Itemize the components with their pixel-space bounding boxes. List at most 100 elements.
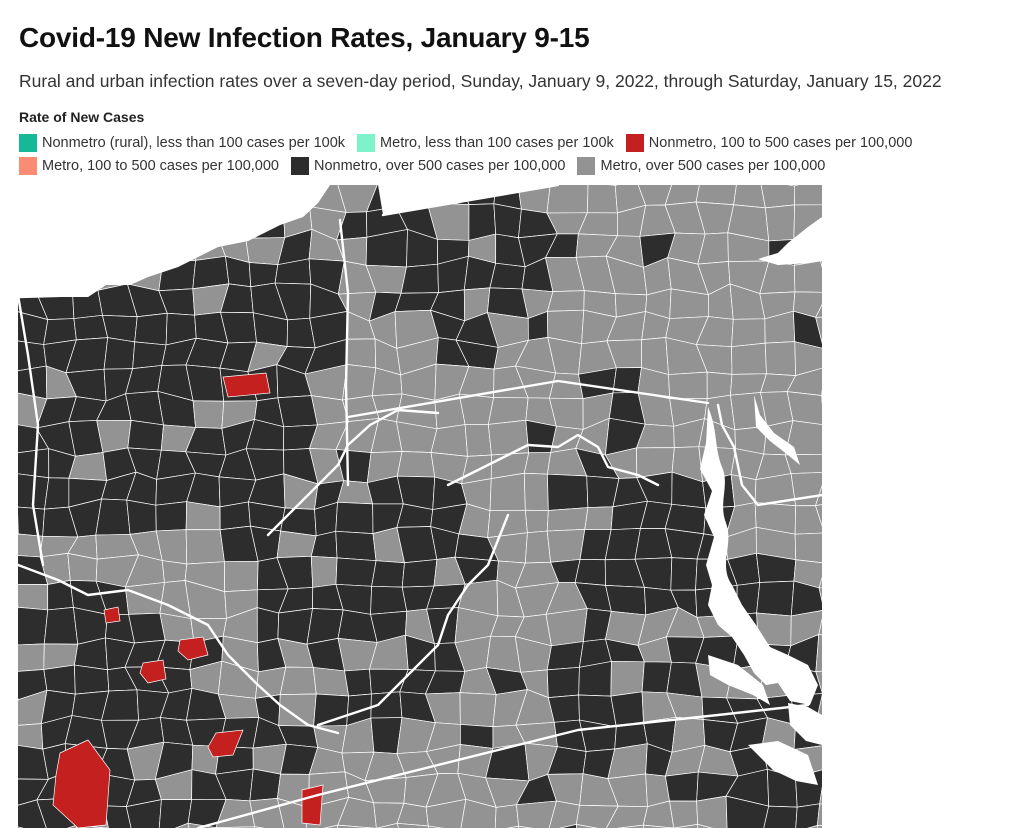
county-cell-386[interactable] — [664, 528, 705, 560]
county-cell-661[interactable] — [516, 800, 557, 828]
county-cell-445[interactable] — [756, 580, 795, 617]
red-county-6[interactable] — [301, 784, 324, 826]
county-cell-194[interactable] — [794, 341, 822, 376]
county-cell-130[interactable] — [547, 290, 585, 312]
county-cell-144[interactable] — [134, 312, 168, 346]
county-cell-669[interactable] — [762, 805, 798, 828]
county-cell-363[interactable] — [815, 498, 822, 534]
county-cell-466[interactable] — [545, 608, 588, 647]
county-cell-404[interactable] — [371, 560, 405, 588]
county-cell-457[interactable] — [277, 608, 313, 645]
county-cell-449[interactable] — [43, 607, 79, 645]
county-cell-663[interactable] — [575, 804, 619, 828]
county-cell-440[interactable] — [605, 584, 647, 616]
county-cell-399[interactable] — [224, 560, 259, 592]
county-cell-390[interactable] — [794, 532, 822, 564]
county-cell-655[interactable] — [337, 797, 377, 828]
county-cell-560[interactable] — [18, 723, 44, 750]
county-cell-23[interactable] — [695, 185, 739, 206]
county-cell-690[interactable] — [548, 824, 580, 828]
county-cell-684[interactable] — [376, 822, 408, 828]
county-cell-13[interactable] — [395, 185, 439, 208]
county-cell-492[interactable] — [486, 635, 522, 673]
county-cell-674[interactable] — [74, 824, 109, 828]
county-cell-228[interactable] — [125, 390, 164, 426]
county-cell-552[interactable] — [610, 691, 644, 728]
county-cell-524[interactable] — [610, 661, 645, 697]
county-cell-25[interactable] — [759, 185, 795, 209]
county-cell-381[interactable] — [524, 530, 551, 564]
county-cell-230[interactable] — [192, 400, 225, 429]
county-cell-692[interactable] — [605, 824, 646, 828]
county-cell-266[interactable] — [430, 424, 468, 457]
county-cell-53[interactable] — [765, 204, 795, 242]
county-cell-514[interactable] — [312, 667, 350, 697]
county-cell-660[interactable] — [494, 804, 520, 828]
county-cell-256[interactable] — [127, 420, 164, 451]
county-cell-693[interactable] — [642, 824, 675, 828]
county-cell-353[interactable] — [525, 509, 549, 534]
county-cell-375[interactable] — [335, 530, 377, 562]
county-cell-164[interactable] — [731, 318, 766, 348]
county-cell-494[interactable] — [546, 641, 584, 671]
county-cell-432[interactable] — [370, 585, 408, 615]
county-cell-541[interactable] — [278, 693, 317, 727]
county-cell-309[interactable] — [44, 477, 70, 510]
county-cell-677[interactable] — [158, 822, 194, 828]
county-cell-339[interactable] — [95, 498, 131, 536]
county-cell-382[interactable] — [546, 529, 586, 563]
county-cell-166[interactable] — [793, 310, 822, 349]
county-cell-644[interactable] — [18, 799, 49, 828]
county-cell-658[interactable] — [425, 798, 467, 828]
county-cell-475[interactable] — [818, 607, 822, 640]
county-cell-503[interactable] — [815, 634, 822, 673]
county-cell-671[interactable] — [816, 803, 822, 826]
county-cell-668[interactable] — [725, 795, 770, 828]
county-cell-341[interactable] — [155, 501, 188, 532]
county-cell-362[interactable] — [794, 505, 822, 535]
county-cell-44[interactable] — [493, 203, 522, 239]
red-county-3[interactable] — [139, 659, 167, 684]
county-map[interactable] — [18, 185, 822, 828]
county-cell-179[interactable] — [346, 338, 377, 369]
county-cell-219[interactable] — [706, 371, 733, 400]
county-cell-446[interactable] — [790, 580, 822, 617]
red-county-0[interactable] — [222, 372, 271, 398]
county-cell-411[interactable] — [574, 559, 606, 586]
county-cell-539[interactable] — [217, 693, 260, 719]
county-cell-476[interactable] — [18, 643, 45, 673]
county-cell-354[interactable] — [546, 507, 589, 532]
county-cell-192[interactable] — [731, 342, 767, 375]
county-cell-419[interactable] — [818, 561, 822, 589]
county-cell-325[interactable] — [523, 472, 549, 511]
county-cell-670[interactable] — [795, 803, 820, 828]
county-cell-268[interactable] — [487, 419, 530, 456]
county-cell-214[interactable] — [549, 372, 584, 399]
county-cell-638[interactable] — [665, 771, 699, 802]
county-cell-531[interactable] — [815, 667, 822, 694]
county-cell-424[interactable] — [125, 582, 165, 615]
county-cell-255[interactable] — [96, 420, 132, 453]
county-cell-343[interactable] — [219, 501, 251, 531]
county-cell-523[interactable] — [578, 661, 612, 697]
county-cell-280[interactable] — [18, 448, 50, 479]
county-cell-653[interactable] — [277, 798, 310, 828]
county-cell-402[interactable] — [310, 555, 338, 588]
county-cell-97[interactable] — [400, 263, 439, 294]
county-cell-679[interactable] — [215, 826, 256, 828]
county-cell-324[interactable] — [489, 472, 526, 512]
county-cell-24[interactable] — [733, 185, 766, 209]
county-cell-100[interactable] — [489, 262, 526, 290]
county-cell-505[interactable] — [43, 664, 76, 695]
county-cell-403[interactable] — [335, 557, 377, 587]
red-county-4[interactable] — [207, 729, 244, 758]
county-cell-397[interactable] — [161, 560, 188, 583]
county-cell-233[interactable] — [277, 395, 318, 428]
county-cell-239[interactable] — [458, 393, 494, 425]
county-cell-550[interactable] — [547, 694, 580, 723]
county-cell-685[interactable] — [396, 822, 435, 828]
county-cell-405[interactable] — [401, 559, 438, 588]
county-cell-326[interactable] — [547, 473, 589, 511]
county-cell-218[interactable] — [668, 371, 708, 400]
county-cell-414[interactable] — [670, 557, 698, 591]
